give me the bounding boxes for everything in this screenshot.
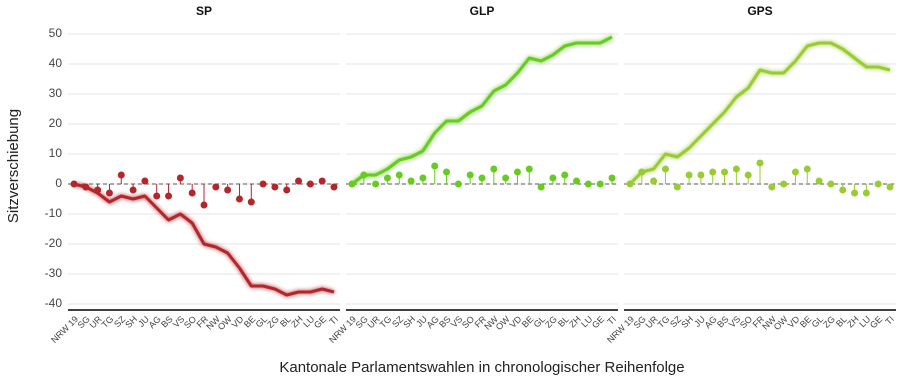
line xyxy=(628,41,891,186)
y-tick-label: 50 xyxy=(49,26,63,40)
lollipop-dot xyxy=(791,168,799,176)
lollipop-dot xyxy=(537,183,545,191)
y-tick-label: -40 xyxy=(45,296,63,310)
lollipop-dot xyxy=(478,174,486,182)
y-tick-label: -20 xyxy=(45,236,63,250)
lollipop-dot xyxy=(815,177,823,185)
lollipop-dot xyxy=(650,177,658,185)
lollipop-dot xyxy=(839,186,847,194)
panel-title: SP xyxy=(196,4,212,18)
lollipop-dot xyxy=(803,165,811,173)
lollipop-dot xyxy=(443,168,451,176)
lollipop-dot xyxy=(188,189,196,197)
lollipop-dot xyxy=(295,177,303,185)
lollipop-dot xyxy=(82,183,90,191)
lollipop-dot xyxy=(549,174,557,182)
lollipop-dot xyxy=(141,177,149,185)
lollipop-dot xyxy=(573,177,581,185)
lollipop-dot xyxy=(94,186,102,194)
x-tick-label: GE xyxy=(868,314,884,330)
lollipop-dot xyxy=(768,183,776,191)
lollipop-dot xyxy=(661,165,669,173)
lollipop-dot xyxy=(525,165,533,173)
lollipop-dot xyxy=(596,180,604,188)
lollipop-dot xyxy=(407,177,415,185)
lollipop-dot xyxy=(584,180,592,188)
lollipop-dot xyxy=(608,174,616,182)
lollipop-dot xyxy=(454,180,462,188)
y-tick-label: 10 xyxy=(49,146,63,160)
lollipop-dot xyxy=(673,183,681,191)
lollipop-dot xyxy=(513,168,521,176)
lollipop-dot xyxy=(502,174,510,182)
lollipop-dot xyxy=(874,180,882,188)
lollipop-dot xyxy=(431,162,439,170)
lollipop-dot xyxy=(780,180,788,188)
lollipop-dot xyxy=(721,168,729,176)
lollipop-dot xyxy=(271,183,279,191)
lollipop-dot xyxy=(732,165,740,173)
x-tick-label: TI xyxy=(883,314,896,327)
lollipop-dot xyxy=(372,180,380,188)
lollipop-dot xyxy=(744,171,752,179)
y-tick-label: -10 xyxy=(45,206,63,220)
lollipop-dot xyxy=(360,171,368,179)
x-tick-label: NRW 19 xyxy=(49,314,80,345)
y-tick-label: -30 xyxy=(45,266,63,280)
lollipop-dot xyxy=(259,180,267,188)
lollipop-dot xyxy=(235,195,243,203)
x-tick-label: GE xyxy=(590,314,606,330)
lollipop-dot xyxy=(383,174,391,182)
lollipop-dot xyxy=(283,186,291,194)
lollipop-dot xyxy=(176,174,184,182)
lollipop-dot xyxy=(330,183,338,191)
lollipop-dot xyxy=(395,171,403,179)
lollipop-dot xyxy=(419,174,427,182)
lollipop-dot xyxy=(117,171,125,179)
lollipop-dot xyxy=(153,192,161,200)
lollipop-dot xyxy=(348,180,356,188)
line xyxy=(73,182,335,297)
y-tick-label: 0 xyxy=(55,176,62,190)
panel-title: GPS xyxy=(747,4,772,18)
lollipop-dot xyxy=(756,159,764,167)
lollipop-dot xyxy=(318,177,326,185)
lollipop-dot xyxy=(200,201,208,209)
lollipop-dot xyxy=(827,180,835,188)
y-tick-label: 30 xyxy=(49,86,63,100)
lollipop-dot xyxy=(561,171,569,179)
y-tick-label: 20 xyxy=(49,116,63,130)
lollipop-dot xyxy=(466,171,474,179)
x-axis-title: Kantonale Parlamentswahlen in chronologi… xyxy=(279,359,684,376)
lollipop-dot xyxy=(306,180,314,188)
y-axis-title: Sitzverschiebung xyxy=(5,109,22,223)
lollipop-dot xyxy=(129,186,137,194)
y-tick-label: 40 xyxy=(49,56,63,70)
lollipop-dot xyxy=(685,171,693,179)
x-tick-label: TI xyxy=(327,314,340,327)
line xyxy=(351,35,613,186)
lollipop-dot xyxy=(638,168,646,176)
x-tick-label: TI xyxy=(605,314,618,327)
lollipop-dot xyxy=(165,192,173,200)
lollipop-dot xyxy=(224,186,232,194)
x-tick-label: GE xyxy=(312,314,328,330)
lollipop-dot xyxy=(70,180,78,188)
lollipop-dot xyxy=(697,171,705,179)
lollipop-dot xyxy=(490,165,498,173)
lollipop-dot xyxy=(709,168,717,176)
lollipop-dot xyxy=(212,183,220,191)
lollipop-dot xyxy=(247,198,255,206)
lollipop-dot xyxy=(862,189,870,197)
lollipop-dot xyxy=(851,189,859,197)
panel-title: GLP xyxy=(470,4,495,18)
lollipop-dot xyxy=(886,183,894,191)
lollipop-dot xyxy=(105,189,113,197)
lollipop-dot xyxy=(626,180,634,188)
